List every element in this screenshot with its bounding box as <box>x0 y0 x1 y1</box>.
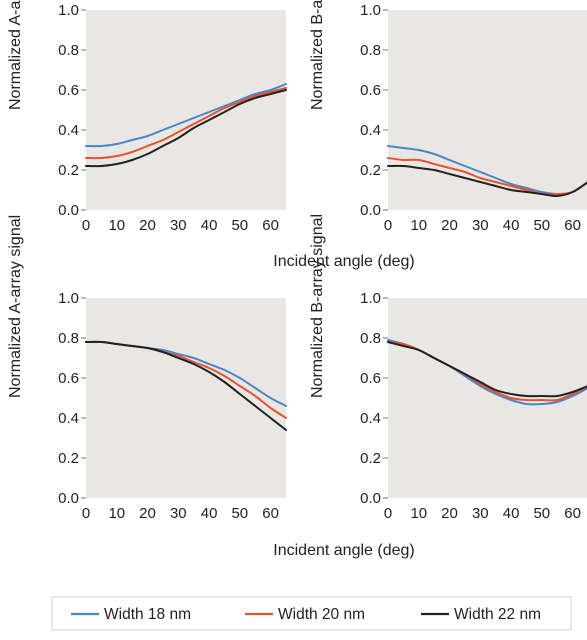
series-line-width-22-nm <box>387 341 587 398</box>
plot-area <box>86 298 286 498</box>
y-tick-label: 1.0 <box>360 2 381 19</box>
x-tick-label: 50 <box>231 217 248 234</box>
x-tick-label: 10 <box>108 505 125 522</box>
legend-label-width-20: Width 20 nm <box>278 606 365 623</box>
x-tick-label: 10 <box>410 505 427 522</box>
series-group <box>85 340 287 431</box>
x-tick-labels: 0 10 20 30 40 50 60 <box>82 505 279 522</box>
x-tick-label: 30 <box>170 217 187 234</box>
y-axis-label: Normalized B-array signal <box>309 214 326 398</box>
y-tick-label: 0.4 <box>360 122 381 139</box>
x-tick-label: 40 <box>503 217 520 234</box>
panel-bottom-left: 0 10 20 30 40 50 60 0.0 0.2 0.4 0.6 0.8 1.0 Normali… <box>7 215 287 522</box>
x-tick-label: 0 <box>384 505 392 522</box>
series-group <box>85 83 287 168</box>
y-tick-label: 0.0 <box>58 202 79 219</box>
x-tick-label: 20 <box>441 505 458 522</box>
x-tick-label: 0 <box>82 217 90 234</box>
x-tick-labels: 0 10 20 30 40 50 60 <box>384 217 581 234</box>
x-tick-label: 20 <box>139 505 156 522</box>
series-group <box>387 339 587 406</box>
x-tick-label: 30 <box>472 505 489 522</box>
panel-top-right: 0 10 20 30 40 50 60 0.0 0.2 0.4 0.6 0.8 1.0 Normali… <box>309 0 587 234</box>
series-line-width-18-nm <box>85 83 287 148</box>
x-tick-label: 0 <box>82 505 90 522</box>
y-axis-label: Normalized B-array signal <box>309 0 326 110</box>
y-tick-label: 0.2 <box>360 162 381 179</box>
y-tick-label: 0.6 <box>58 370 79 387</box>
x-tick-label: 30 <box>472 217 489 234</box>
legend-label-width-22: Width 22 nm <box>454 606 541 623</box>
x-tick-label: 20 <box>139 217 156 234</box>
legend-item-width-20: Width 20 nm <box>245 606 365 623</box>
panel-bottom-right: 0 10 20 30 40 50 60 0.0 0.2 0.4 0.6 0.8 1.0 Normali… <box>309 214 587 522</box>
legend-item-width-22: Width 22 nm <box>421 606 541 623</box>
y-tick-label: 1.0 <box>58 290 79 307</box>
legend-label-width-18: Width 18 nm <box>104 606 191 623</box>
series-line-width-22-nm <box>387 164 587 198</box>
y-axis-label: Normalized A-array signal <box>7 0 24 110</box>
y-axis-label: Normalized A-array signal <box>7 215 24 398</box>
x-tick-label: 60 <box>564 505 581 522</box>
x-tick-label: 40 <box>201 505 218 522</box>
series-line-width-20-nm <box>387 157 587 196</box>
x-tick-label: 10 <box>410 217 427 234</box>
x-tick-label: 40 <box>201 217 218 234</box>
y-tick-label: 0.0 <box>360 490 381 507</box>
y-tick-label: 1.0 <box>360 290 381 307</box>
x-tick-label: 50 <box>533 217 550 234</box>
y-tick-label: 0.4 <box>360 410 381 427</box>
x-tick-label: 20 <box>441 217 458 234</box>
plot-area <box>86 10 286 210</box>
series-line-width-22-nm <box>85 89 287 168</box>
x-tick-label: 0 <box>384 217 392 234</box>
y-tick-label: 0.2 <box>360 450 381 467</box>
y-tick-labels: 0.0 0.2 0.4 0.6 0.8 1.0 <box>360 290 388 507</box>
x-tick-label: 60 <box>262 217 279 234</box>
y-tick-label: 0.4 <box>58 410 79 427</box>
y-tick-label: 1.0 <box>58 2 79 19</box>
x-tick-label: 60 <box>262 505 279 522</box>
x-tick-label: 10 <box>108 217 125 234</box>
x-axis-label-top: Incident angle (deg) <box>273 253 414 270</box>
series-group <box>387 145 587 198</box>
y-tick-label: 0.2 <box>58 450 79 467</box>
y-tick-label: 0.0 <box>360 202 381 219</box>
series-line-width-22-nm <box>85 340 287 431</box>
y-tick-labels: 0.0 0.2 0.4 0.6 0.8 1.0 <box>58 290 86 507</box>
x-axis-label-bottom: Incident angle (deg) <box>273 542 414 559</box>
plot-area <box>388 10 587 210</box>
y-tick-label: 0.4 <box>58 122 79 139</box>
y-tick-label: 0.6 <box>360 82 381 99</box>
y-tick-label: 0.0 <box>58 490 79 507</box>
plot-area <box>388 298 587 498</box>
panel-top-left: 0 10 20 30 40 50 60 0.0 0.2 0.4 0.6 0.8 1.0 Normali… <box>7 0 287 234</box>
x-tick-label: 30 <box>170 505 187 522</box>
x-tick-label: 50 <box>533 505 550 522</box>
y-tick-labels: 0.0 0.2 0.4 0.6 0.8 1.0 <box>58 2 86 219</box>
y-tick-label: 0.6 <box>360 370 381 387</box>
y-tick-labels: 0.0 0.2 0.4 0.6 0.8 1.0 <box>360 2 388 219</box>
series-line-width-20-nm <box>85 87 287 160</box>
y-tick-label: 0.8 <box>360 330 381 347</box>
x-tick-label: 40 <box>503 505 520 522</box>
y-tick-label: 0.2 <box>58 162 79 179</box>
y-tick-label: 0.8 <box>58 42 79 59</box>
x-tick-labels: 0 10 20 30 40 50 60 <box>384 505 581 522</box>
legend-box <box>51 596 572 631</box>
y-tick-label: 0.8 <box>58 330 79 347</box>
x-tick-label: 50 <box>231 505 248 522</box>
y-tick-label: 0.8 <box>360 42 381 59</box>
x-tick-labels: 0 10 20 30 40 50 60 <box>82 217 279 234</box>
y-tick-label: 0.6 <box>58 82 79 99</box>
legend: Width 18 nm Width 20 nm Width 22 nm <box>51 596 572 631</box>
legend-item-width-18: Width 18 nm <box>71 606 191 623</box>
x-tick-label: 60 <box>564 217 581 234</box>
